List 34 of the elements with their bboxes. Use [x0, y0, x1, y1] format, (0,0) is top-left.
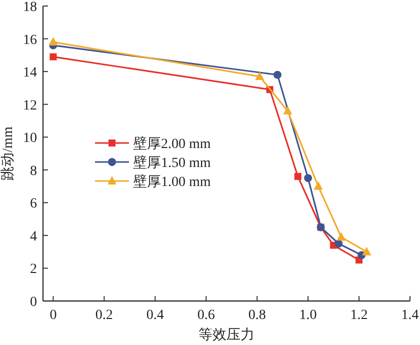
- y-axis-title: 跳动/mm: [0, 126, 16, 180]
- point: [334, 240, 343, 248]
- point: [304, 174, 312, 182]
- y-tick-label: 16: [23, 32, 37, 48]
- x-tick-label: 0.8: [248, 308, 266, 323]
- point: [255, 71, 264, 80]
- legend-label: 壁厚1.50 mm: [133, 155, 211, 171]
- point: [314, 181, 323, 190]
- y-tick-label: 18: [23, 0, 37, 15]
- x-tick-label: 0.4: [146, 308, 164, 323]
- y-tick-label: 12: [23, 98, 37, 114]
- y-tick-label: 8: [30, 164, 37, 179]
- x-tick-label: 1.2: [350, 308, 368, 323]
- y-tick-label: 0: [30, 295, 37, 310]
- point: [50, 53, 57, 60]
- point: [362, 246, 372, 256]
- point: [273, 70, 282, 79]
- legend-label: 壁厚2.00 mm: [133, 136, 211, 152]
- x-tick-label: 1.0: [299, 308, 317, 323]
- x-tick-label: 0: [50, 308, 57, 323]
- y-tick-label: 14: [23, 66, 37, 81]
- point: [336, 232, 346, 241]
- point: [294, 172, 302, 180]
- x-tick-label: 0.6: [197, 308, 215, 323]
- point: [48, 37, 58, 46]
- x-tick-label: 0.2: [95, 308, 113, 323]
- y-tick-label: 2: [30, 262, 37, 278]
- x-tick-label: 1.4: [401, 308, 419, 323]
- legend-label: 壁厚1.00 mm: [133, 174, 211, 190]
- point: [283, 106, 292, 114]
- y-tick-label: 4: [30, 229, 37, 244]
- x-axis-title: 等效压力: [198, 327, 254, 343]
- y-tick-label: 6: [30, 196, 37, 212]
- y-tick-label: 10: [23, 131, 37, 146]
